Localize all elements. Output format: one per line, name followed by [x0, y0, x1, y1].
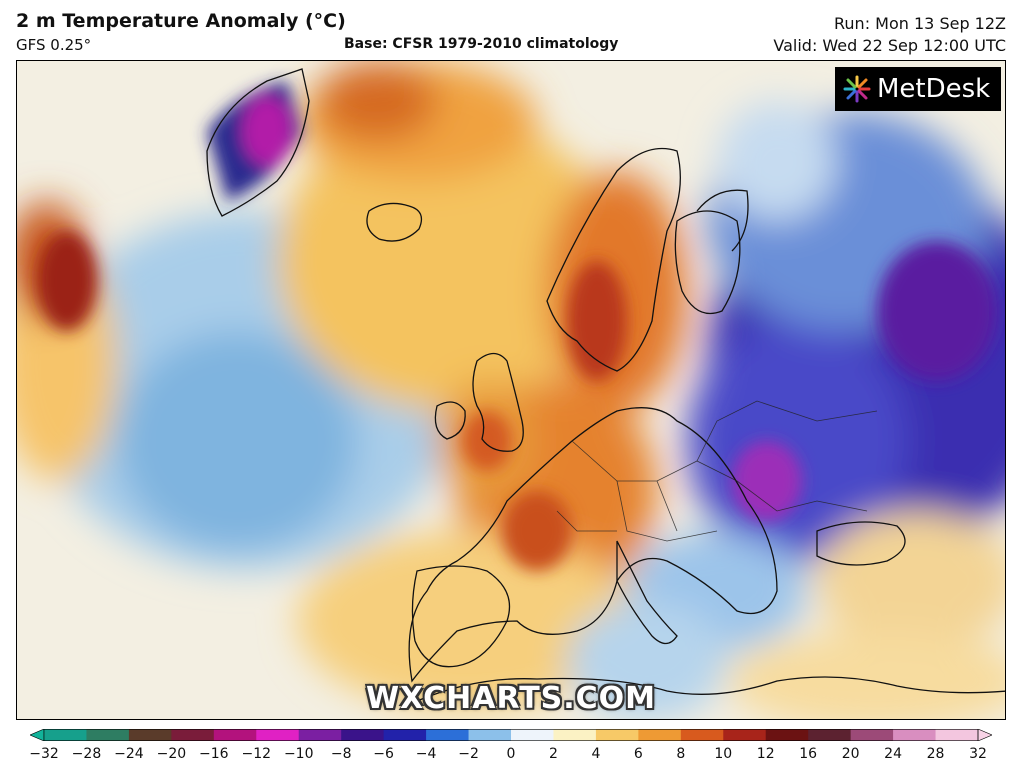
- colorbar-segment: [213, 729, 257, 741]
- colorbar-tick-label: −20: [156, 746, 187, 762]
- colorbar-tick-label: 20: [841, 746, 860, 762]
- colorbar-segment: [638, 729, 682, 741]
- colorbar-tick-label: −24: [114, 746, 144, 762]
- colorbar-segment: [256, 729, 300, 741]
- colorbar-segment: [341, 729, 385, 741]
- colorbar-segment: [723, 729, 767, 741]
- colorbar-tick-label: 24: [884, 746, 902, 762]
- colorbar-segment: [850, 729, 894, 741]
- colorbar-segment: [86, 729, 130, 741]
- colorbar-tick-label: 28: [926, 746, 945, 762]
- colorbar-tick-label: −10: [283, 746, 314, 762]
- colorbar-tick-label: 16: [799, 746, 818, 762]
- model-label: GFS 0.25°: [16, 36, 92, 54]
- colorbar-tick-label: 6: [633, 746, 643, 762]
- base-climatology-label: Base: CFSR 1979-2010 climatology: [344, 36, 619, 52]
- colorbar-segment: [893, 729, 937, 741]
- colorbar-tick-label: −32: [29, 746, 59, 762]
- colorbar-segment: [426, 729, 470, 741]
- wxcharts-watermark: WXCHARTS.COM: [365, 681, 657, 716]
- valid-time-label: Valid: Wed 22 Sep 12:00 UTC: [773, 36, 1006, 55]
- colorbar-segment: [468, 729, 512, 741]
- colorbar-tick-label: −16: [199, 746, 229, 762]
- colorbar-tick-label: 2: [548, 746, 558, 762]
- colorbar-tick-label: −28: [71, 746, 102, 762]
- metdesk-flower-icon: [843, 75, 871, 103]
- map-canvas: [17, 61, 1005, 719]
- colorbar-segment: [171, 729, 215, 741]
- colorbar-segment: [595, 729, 639, 741]
- colorbar-tick-label: −12: [241, 746, 272, 762]
- colorbar-segment: [680, 729, 724, 741]
- colorbar-tick-label: 0: [506, 746, 516, 762]
- colorbar-tick-label: −8: [330, 746, 352, 762]
- colorbar-segment: [44, 729, 87, 741]
- colorbar-max-arrow: [977, 729, 992, 741]
- colorbar-tick-label: 4: [591, 746, 601, 762]
- colorbar-min-arrow: [30, 729, 45, 741]
- colorbar-segment: [765, 729, 809, 741]
- colorbar-segment: [383, 729, 427, 741]
- colorbar-tick-labels: −32 −28 −24 −20 −16 −12 −10 −8 −6 −4 −2 0 2 4 6 8 10 12 16…: [29, 746, 992, 768]
- colorbar: [30, 729, 992, 741]
- colorbar-segment: [128, 729, 172, 741]
- colorbar-tick-label: −4: [415, 746, 437, 762]
- map-title: 2 m Temperature Anomaly (°C): [16, 10, 346, 32]
- colorbar-segment: [511, 729, 554, 741]
- colorbar-segment: [808, 729, 852, 741]
- anomaly-map: MetDesk WXCHARTS.COM: [16, 60, 1006, 720]
- colorbar-tick-label: 12: [756, 746, 775, 762]
- colorbar-tick-label: −6: [373, 746, 394, 762]
- metdesk-logo-text: MetDesk: [877, 74, 991, 104]
- colorbar-segment: [935, 729, 979, 741]
- coastlines: [206, 68, 1005, 702]
- run-time-label: Run: Mon 13 Sep 12Z: [834, 14, 1006, 33]
- metdesk-logo: MetDesk: [835, 67, 1001, 111]
- colorbar-tick-label: 8: [676, 746, 686, 762]
- colorbar-segment: [553, 729, 597, 741]
- colorbar-tick-label: −2: [458, 746, 479, 762]
- colorbar-tick-label: 10: [714, 746, 733, 762]
- colorbar-tick-label: 32: [969, 746, 987, 762]
- colorbar-segment: [298, 729, 342, 741]
